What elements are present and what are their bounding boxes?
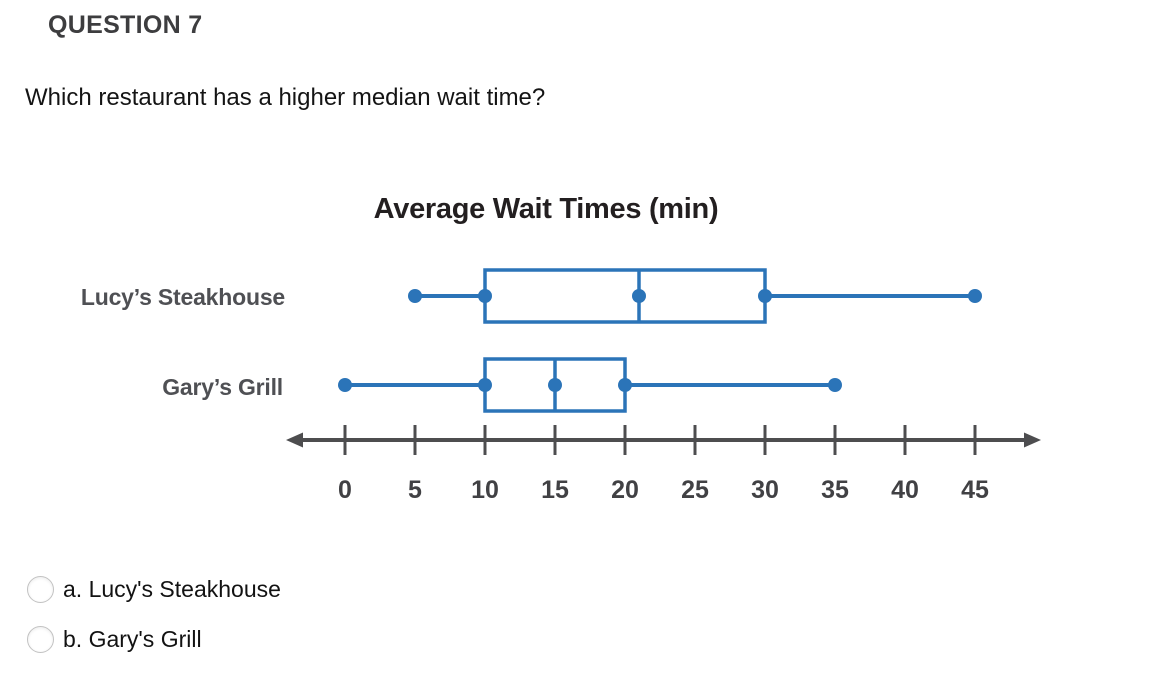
data-dot-lucys: [478, 289, 492, 303]
row-label-garys: Gary’s Grill: [162, 374, 283, 400]
data-dot-garys: [548, 378, 562, 392]
tick-label: 10: [471, 476, 499, 504]
tick-label: 25: [681, 476, 709, 504]
answer-option-a[interactable]: a. Lucy's Steakhouse: [27, 576, 281, 603]
tick-label: 15: [541, 476, 569, 504]
data-dot-lucys: [632, 289, 646, 303]
radio-button-b[interactable]: [27, 626, 54, 653]
data-dot-garys: [478, 378, 492, 392]
question-text: Which restaurant has a higher median wai…: [25, 84, 546, 111]
data-dot-lucys: [408, 289, 422, 303]
data-dot-lucys: [758, 289, 772, 303]
tick-label: 0: [338, 476, 352, 504]
row-label-lucys: Lucy’s Steakhouse: [80, 284, 285, 310]
axis-arrow-left: [286, 432, 303, 448]
data-dot-garys: [828, 378, 842, 392]
axis-arrow-right: [1024, 432, 1041, 448]
data-dot-garys: [338, 378, 352, 392]
answer-option-a-label[interactable]: a. Lucy's Steakhouse: [63, 576, 281, 602]
tick-label: 40: [891, 476, 919, 504]
tick-label: 5: [408, 476, 422, 504]
chart-title: Average Wait Times (min): [373, 193, 719, 225]
box-lucys: [483, 268, 767, 324]
question-number: QUESTION 7: [48, 11, 203, 39]
data-dot-lucys: [968, 289, 982, 303]
answer-option-b-label[interactable]: b. Gary's Grill: [63, 626, 202, 652]
tick-label: 30: [751, 476, 779, 504]
tick-label: 35: [821, 476, 849, 504]
answer-option-b[interactable]: b. Gary's Grill: [27, 626, 202, 653]
tick-label: 20: [611, 476, 639, 504]
data-dot-garys: [618, 378, 632, 392]
radio-button-a[interactable]: [27, 576, 54, 603]
tick-label: 45: [961, 476, 989, 504]
